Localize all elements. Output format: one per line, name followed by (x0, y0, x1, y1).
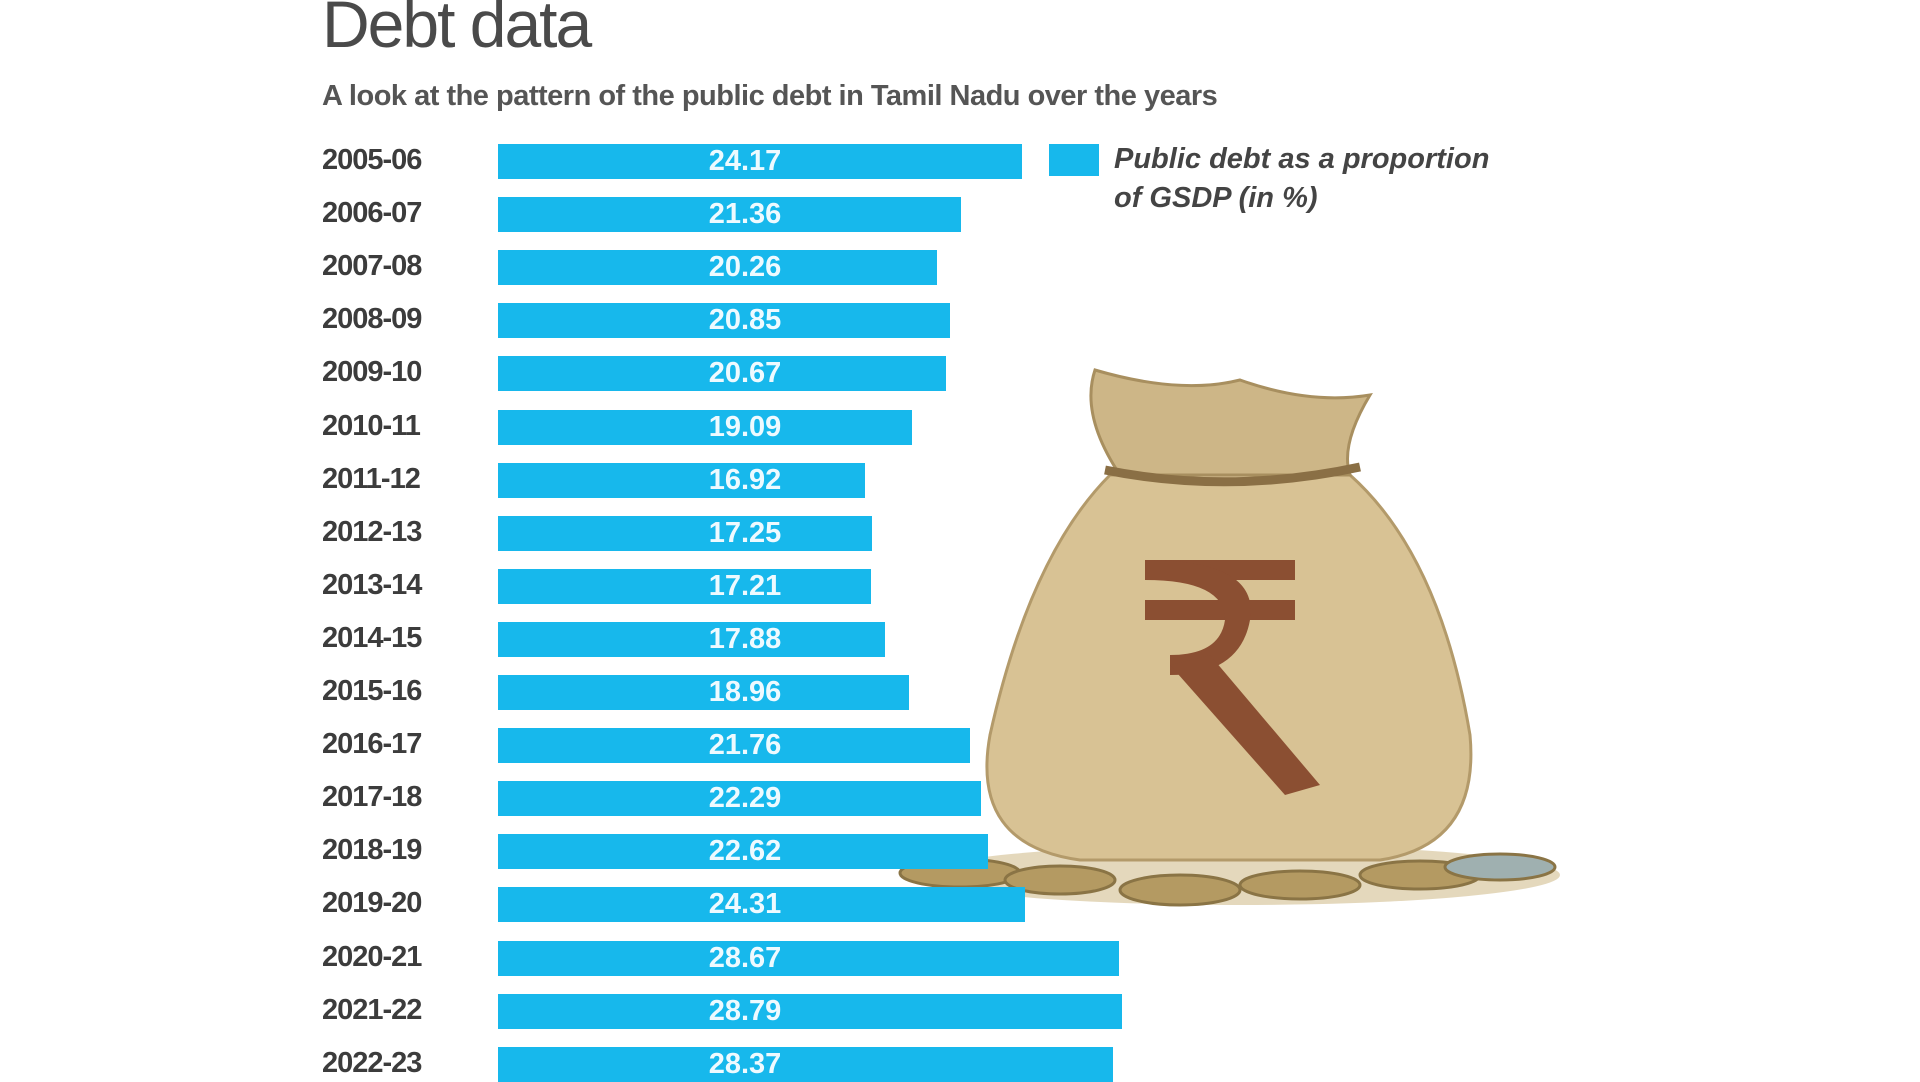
category-label: 2017-18 (322, 781, 422, 814)
bar (498, 144, 1022, 179)
data-label: 28.79 (708, 994, 782, 1027)
bar (498, 515, 872, 551)
bar (498, 621, 886, 657)
category-label: 2005-06 (322, 144, 422, 176)
data-label: 20.26 (708, 251, 782, 284)
data-label: 16.92 (708, 463, 782, 496)
bar (498, 1046, 1113, 1082)
data-label: 21.36 (708, 198, 782, 231)
bar (498, 197, 961, 233)
category-label: 2019-20 (322, 887, 422, 920)
bar (498, 834, 989, 870)
data-label: 28.37 (708, 1047, 782, 1080)
legend-swatch (1049, 144, 1099, 176)
data-label: 22.29 (708, 782, 782, 815)
bar (498, 728, 970, 764)
money-bag-icon (898, 368, 1560, 907)
legend-label: Public debt as a proportion of GSDP (in … (1114, 143, 1490, 214)
data-label: 24.31 (708, 888, 782, 921)
data-label: 22.62 (708, 835, 782, 868)
bar (498, 993, 1122, 1029)
bar (498, 409, 912, 445)
chart-title: Debt data (322, 0, 592, 61)
bar (498, 940, 1120, 976)
category-label: 2013-14 (322, 568, 422, 601)
data-label: 19.09 (708, 410, 782, 443)
data-label: 24.17 (708, 145, 782, 177)
category-label: 2011-12 (322, 462, 421, 495)
data-label: 18.96 (708, 676, 782, 708)
category-label: 2009-10 (322, 356, 422, 389)
bar (498, 356, 946, 392)
category-label: 2022-23 (322, 1046, 422, 1079)
data-label: 17.21 (708, 569, 782, 602)
data-label: 17.88 (708, 622, 782, 655)
category-label: 2014-15 (322, 621, 422, 654)
data-label: 28.67 (708, 941, 782, 974)
category-label: 2016-17 (322, 728, 422, 761)
category-label: 2020-21 (322, 940, 422, 973)
bar (498, 568, 871, 604)
category-label: 2007-08 (322, 250, 422, 283)
category-label: 2018-19 (322, 834, 422, 867)
bar (498, 303, 950, 339)
bar (498, 887, 1025, 923)
bar (498, 462, 865, 498)
category-label: 2008-09 (322, 303, 422, 336)
category-label: 2021-22 (322, 993, 422, 1026)
category-label: 2006-07 (322, 197, 422, 230)
chart-subtitle: A look at the pattern of the public debt… (322, 80, 1218, 112)
category-label: 2010-11 (322, 409, 421, 442)
data-label: 20.85 (708, 304, 782, 337)
bar (498, 675, 909, 710)
bar (498, 781, 982, 817)
data-label: 17.25 (708, 516, 782, 549)
bar (498, 250, 938, 286)
data-label: 21.76 (708, 729, 782, 762)
category-label: 2015-16 (322, 675, 422, 707)
data-label: 20.67 (708, 357, 782, 390)
category-label: 2012-13 (322, 515, 422, 548)
